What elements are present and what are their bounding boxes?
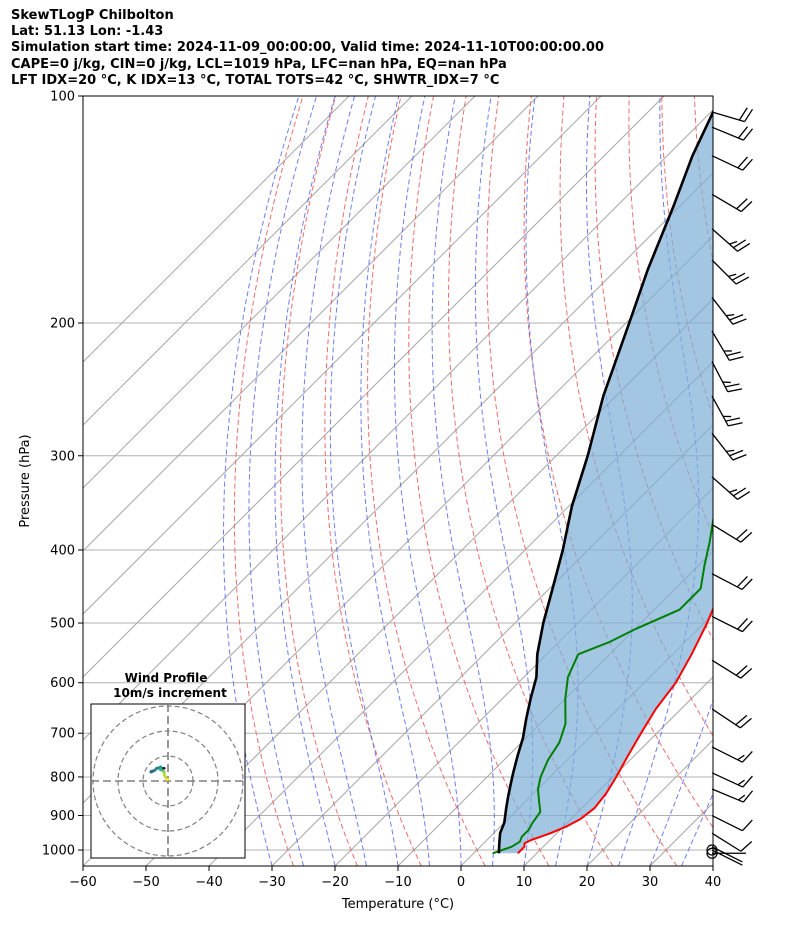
- dry-adiabat: [523, 96, 713, 829]
- y-tick-label: 400: [50, 543, 75, 558]
- calm-wind-circle: [706, 844, 718, 856]
- x-tick-label: −50: [132, 875, 159, 890]
- dewpoint-line: [492, 495, 713, 855]
- isotherm-line: [523, 676, 713, 866]
- moist-adiabat: [329, 96, 399, 866]
- x-tick-label: 40: [705, 875, 722, 890]
- isotherm-line: [712, 865, 713, 866]
- x-tick-label: 20: [579, 875, 596, 890]
- wind-barb: [711, 788, 754, 803]
- ticks-layer: −60 −50 −40 −30 −20 −10 0 10 20 30 40 100 200 300 400 5…: [42, 90, 754, 890]
- isotherm-line: [83, 96, 602, 615]
- moist-adiabat: [301, 96, 367, 866]
- moist-adiabat: [393, 96, 462, 866]
- moist-adiabat: [274, 96, 336, 866]
- y-tick-label: 700: [50, 727, 75, 742]
- isotherm-line: [83, 96, 350, 363]
- wind-barb: [711, 708, 752, 729]
- x-tick-label: −40: [195, 875, 222, 890]
- wind-barb: [711, 228, 751, 252]
- dry-adiabat: [367, 96, 486, 866]
- dry-adiabat: [760, 96, 794, 866]
- wind-barb: [711, 659, 753, 679]
- wind-barb: [711, 832, 753, 852]
- index-line: LFT IDX=20 °C, K IDX=13 °C, TOTAL TOTS=4…: [11, 72, 500, 88]
- y-tick-label: 300: [50, 449, 75, 464]
- x-tick-label: −30: [258, 875, 285, 890]
- isotherm-line: [334, 487, 713, 866]
- wind-barb: [711, 814, 753, 832]
- isotherm-line: [83, 109, 713, 741]
- x-tick-label: −10: [384, 875, 411, 890]
- y-axis-label: Pressure (hPa): [18, 434, 33, 527]
- isotherm-line: [83, 96, 413, 426]
- moist-adiabat: [360, 96, 430, 866]
- wind-barb: [711, 746, 753, 763]
- time-line: Simulation start time: 2024-11-09_00:00:…: [11, 40, 604, 56]
- dry-adiabat: [727, 96, 794, 866]
- wind-barb: [711, 476, 751, 500]
- wind-barb: [711, 523, 753, 543]
- dry-adiabat: [324, 96, 422, 866]
- wind-barb: [711, 772, 753, 788]
- chart-title: SkewTLogP Chilbolton: [11, 8, 174, 23]
- y-tick-label: 1000: [42, 844, 75, 859]
- moist-adiabat: [618, 96, 700, 866]
- y-tick-label: 500: [50, 617, 75, 632]
- hodograph-title: Wind Profile: [125, 671, 208, 685]
- temperature-line: [517, 606, 713, 855]
- y-tick-label: 100: [50, 90, 75, 105]
- x-tick-label: 0: [457, 875, 465, 890]
- moist-adiabat: [681, 792, 713, 866]
- moist-adiabat: [223, 96, 300, 866]
- isotherm-line: [83, 96, 539, 552]
- moist-adiabat: [525, 96, 579, 866]
- y-tick-label: 800: [50, 770, 75, 785]
- y-tick-label: 600: [50, 676, 75, 691]
- wind-barb: [711, 193, 753, 213]
- x-axis-label: Temperature (°C): [341, 897, 454, 912]
- moist-adiabat: [712, 864, 713, 866]
- wind-barb: [711, 615, 753, 633]
- isotherm-line: [83, 96, 665, 678]
- x-tick-label: 10: [516, 875, 533, 890]
- wind-barb: [711, 297, 747, 325]
- wind-barb: [711, 126, 754, 141]
- isotherm-line: [83, 96, 476, 489]
- wind-barb: [711, 432, 747, 461]
- wind-barb: [711, 573, 753, 591]
- cape-line: CAPE=0 j/kg, CIN=0 j/kg, LCL=1019 hPa, L…: [11, 56, 507, 72]
- wind-barb: [711, 155, 753, 171]
- hodograph-subtitle: 10m/s increment: [113, 686, 227, 700]
- y-tick-label: 900: [50, 809, 75, 824]
- wind-barb: [711, 107, 754, 123]
- wind-barb: [711, 361, 743, 393]
- dry-adiabat: [233, 96, 304, 866]
- x-tick-label: −20: [321, 875, 348, 890]
- x-tick-label: −60: [69, 875, 96, 890]
- wind-barb: [711, 395, 743, 427]
- wind-barb: [711, 259, 750, 285]
- isotherm-line: [145, 298, 713, 866]
- calm-wind-circle: [706, 847, 718, 859]
- parcel-line: [497, 109, 713, 854]
- location-line: Lat: 51.13 Lon: -1.43: [11, 24, 164, 40]
- moist-adiabat: [248, 96, 318, 866]
- moist-adiabat: [649, 698, 713, 866]
- dry-adiabat: [447, 96, 614, 866]
- x-tick-label: 30: [642, 875, 659, 890]
- chart-header: SkewTLogP Chilbolton Lat: 51.13 Lon: -1.…: [11, 8, 604, 89]
- y-tick-label: 200: [50, 316, 75, 331]
- wind-barb: [711, 330, 744, 361]
- dry-adiabat: [280, 96, 358, 866]
- moist-adiabat: [431, 96, 495, 866]
- cin-cape-shading: [498, 112, 713, 854]
- data-layer: [492, 109, 713, 855]
